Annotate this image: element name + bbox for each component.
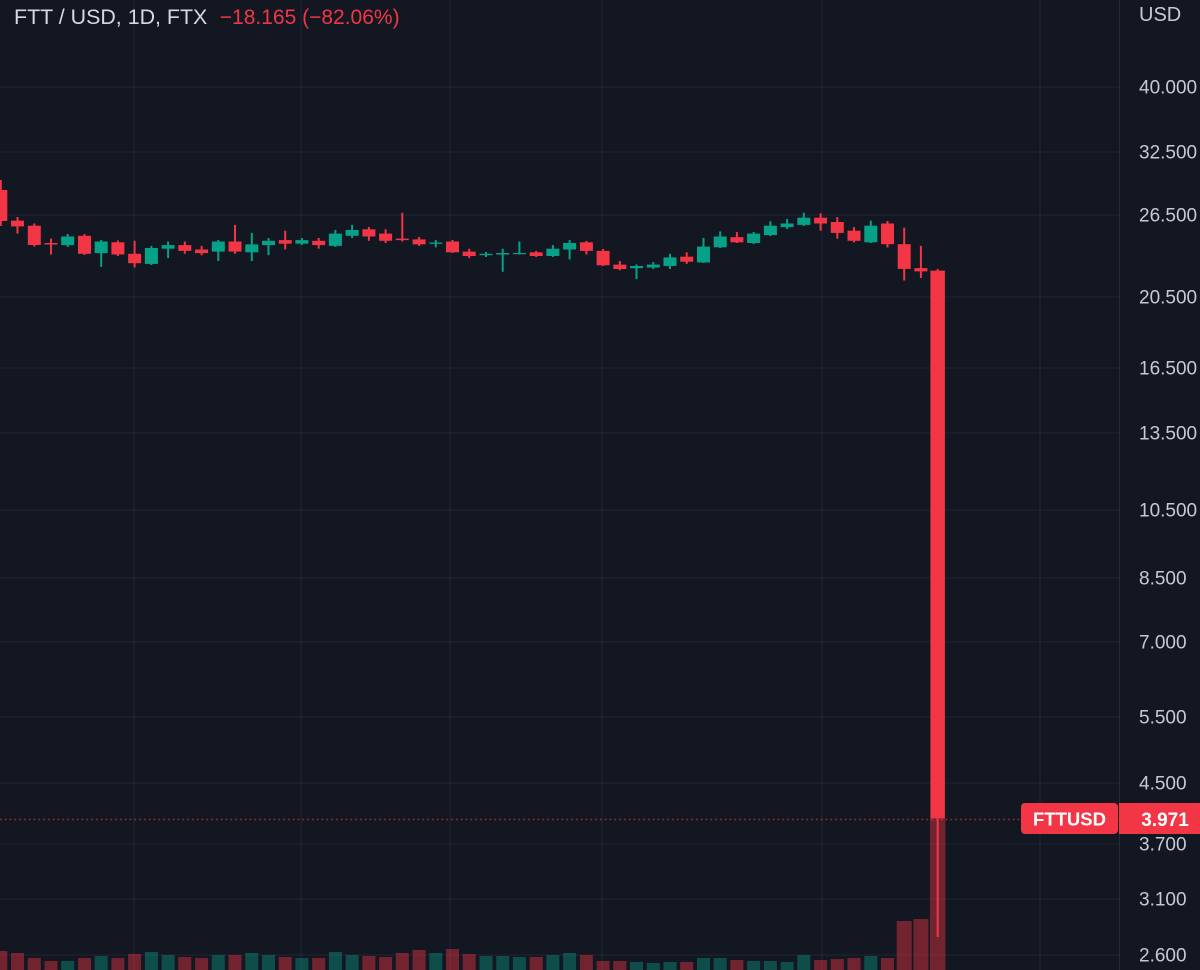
svg-text:3.971: 3.971 bbox=[1141, 810, 1189, 831]
svg-text:40.000: 40.000 bbox=[1139, 78, 1197, 99]
svg-text:20.500: 20.500 bbox=[1139, 288, 1197, 309]
svg-text:8.500: 8.500 bbox=[1139, 569, 1187, 590]
svg-text:2.600: 2.600 bbox=[1139, 946, 1187, 967]
svg-text:3.700: 3.700 bbox=[1139, 835, 1187, 856]
svg-text:7.000: 7.000 bbox=[1139, 633, 1187, 654]
svg-text:5.500: 5.500 bbox=[1139, 708, 1187, 729]
svg-text:FTTUSD: FTTUSD bbox=[1033, 809, 1106, 830]
svg-text:USD: USD bbox=[1139, 4, 1181, 26]
svg-text:FTT / USD, 1D, FTX −18.165 (−8: FTT / USD, 1D, FTX −18.165 (−82.06%) bbox=[14, 5, 400, 29]
svg-text:10.500: 10.500 bbox=[1139, 501, 1197, 522]
svg-text:4.500: 4.500 bbox=[1139, 774, 1187, 795]
svg-text:16.500: 16.500 bbox=[1139, 359, 1197, 380]
svg-text:32.500: 32.500 bbox=[1139, 143, 1197, 164]
svg-text:26.500: 26.500 bbox=[1139, 206, 1197, 227]
svg-text:13.500: 13.500 bbox=[1139, 424, 1197, 445]
svg-text:3.100: 3.100 bbox=[1139, 890, 1187, 911]
